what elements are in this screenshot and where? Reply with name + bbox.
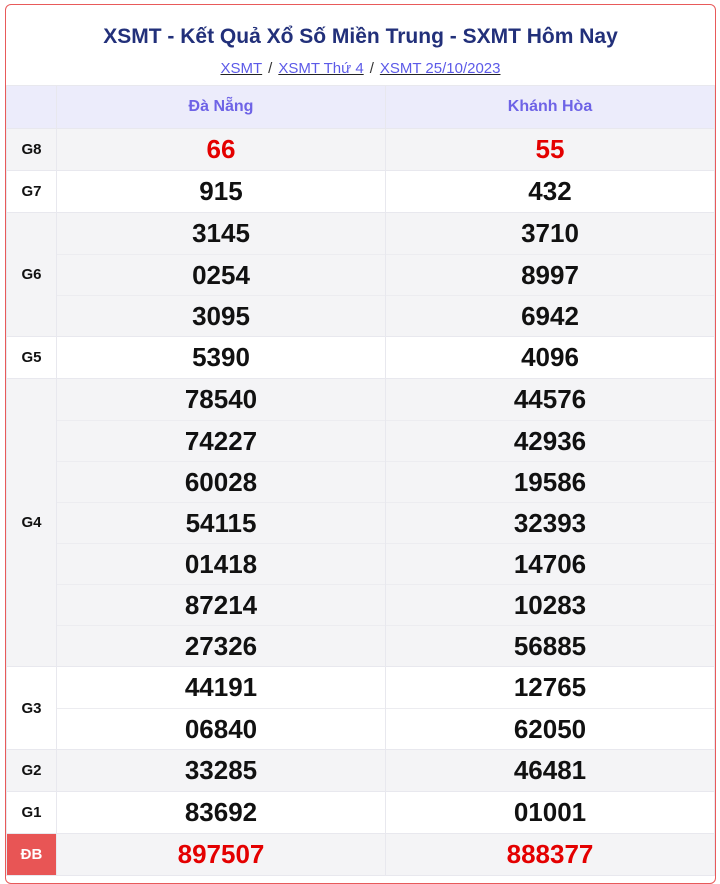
prize-cell: 3145 0254 3095: [56, 212, 386, 337]
lottery-number: 3095: [57, 295, 385, 336]
lottery-number: 83692: [184, 797, 258, 827]
breadcrumb-xsmt[interactable]: XSMT: [220, 60, 263, 77]
prize-row-g3: G3 44191 06840 12765 62050: [6, 666, 715, 750]
prize-row-đb: ĐB 897507 888377: [6, 833, 715, 876]
breadcrumb: XSMT / XSMT Thứ 4 / XSMT 25/10/2023: [6, 60, 715, 77]
lottery-number: 74227: [57, 420, 385, 461]
lottery-number: 06840: [57, 708, 385, 749]
lottery-number: 56885: [386, 625, 714, 666]
prize-cell: 12765 62050: [385, 666, 715, 750]
lottery-number: 10283: [386, 584, 714, 625]
prize-cell: 888377: [385, 833, 715, 876]
results-card: XSMT - Kết Quả Xổ Số Miền Trung - SXMT H…: [5, 4, 716, 884]
prize-row-g5: G5 5390 4096: [6, 336, 715, 379]
prize-row-g8: G8 66 55: [6, 128, 715, 171]
lottery-number: 27326: [57, 625, 385, 666]
prize-cell: 78540 74227 60028 54115 01418 87214 27326: [56, 378, 386, 667]
lottery-number: 60028: [57, 461, 385, 502]
lottery-number: 87214: [57, 584, 385, 625]
province-header-da-nang[interactable]: Đà Nẵng: [56, 85, 386, 129]
prize-label: G6: [6, 212, 57, 337]
breadcrumb-xsmt-thu-4[interactable]: XSMT Thứ 4: [278, 60, 364, 77]
lottery-number: 915: [199, 176, 243, 206]
breadcrumb-xsmt-date[interactable]: XSMT 25/10/2023: [379, 60, 501, 77]
lottery-number: 14706: [386, 543, 714, 584]
prize-cell: 83692: [56, 791, 386, 834]
prize-cell: 33285: [56, 749, 386, 792]
prize-cell: 4096: [385, 336, 715, 379]
lottery-number: 12765: [513, 672, 587, 702]
prize-row-g7: G7 915 432: [6, 170, 715, 213]
lottery-number: 01001: [513, 797, 587, 827]
prize-label: G5: [6, 336, 57, 379]
prize-label: G1: [6, 791, 57, 834]
prize-cell: 897507: [56, 833, 386, 876]
prize-cell: 66: [56, 128, 386, 171]
prize-row-g2: G2 33285 46481: [6, 749, 715, 792]
lottery-number: 54115: [57, 502, 385, 543]
prize-header: [6, 85, 57, 129]
province-header-khanh-hoa[interactable]: Khánh Hòa: [385, 85, 715, 129]
prize-cell: 3710 8997 6942: [385, 212, 715, 337]
prize-label: G7: [6, 170, 57, 213]
lottery-number: 32393: [386, 502, 714, 543]
lottery-number: 46481: [513, 755, 587, 785]
lottery-number: 888377: [506, 839, 594, 869]
prize-row-g4: G4 78540 74227 60028 54115 01418 87214 27326 445…: [6, 378, 715, 667]
lottery-number: 33285: [184, 755, 258, 785]
lottery-number: 01418: [57, 543, 385, 584]
prize-cell: 44191 06840: [56, 666, 386, 750]
lottery-number: 6942: [386, 295, 714, 336]
lottery-number: 62050: [386, 708, 714, 749]
lottery-number: 55: [535, 134, 565, 164]
prize-row-g6: G6 3145 0254 3095 3710 8997 6942: [6, 212, 715, 337]
lottery-number: 3710: [521, 218, 579, 248]
lottery-number: 4096: [521, 342, 579, 372]
results-table: Đà Nẵng Khánh Hòa G8 66 55 G7 915 432 G6 3145 02…: [6, 85, 715, 876]
prize-label: G8: [6, 128, 57, 171]
lottery-number: 42936: [386, 420, 714, 461]
prize-cell: 46481: [385, 749, 715, 792]
prize-cell: 915: [56, 170, 386, 213]
prize-cell: 44576 42936 19586 32393 14706 10283 56885: [385, 378, 715, 667]
lottery-number: 19586: [386, 461, 714, 502]
prize-cell: 432: [385, 170, 715, 213]
lottery-number: 66: [206, 134, 236, 164]
prize-cell: 01001: [385, 791, 715, 834]
prize-label: ĐB: [6, 833, 57, 876]
page-title: XSMT - Kết Quả Xổ Số Miền Trung - SXMT H…: [103, 25, 618, 48]
lottery-number: 78540: [184, 384, 258, 414]
lottery-number: 3145: [192, 218, 250, 248]
prize-row-g1: G1 83692 01001: [6, 791, 715, 834]
lottery-number: 8997: [386, 254, 714, 295]
lottery-number: 897507: [177, 839, 265, 869]
lottery-number: 44576: [513, 384, 587, 414]
lottery-number: 0254: [57, 254, 385, 295]
breadcrumb-separator: /: [268, 60, 273, 77]
prize-cell: 55: [385, 128, 715, 171]
prize-label: G2: [6, 749, 57, 792]
lottery-number: 432: [528, 176, 572, 206]
lottery-number: 5390: [192, 342, 250, 372]
prize-cell: 5390: [56, 336, 386, 379]
breadcrumb-separator: /: [369, 60, 374, 77]
prize-label: G4: [6, 378, 57, 667]
prize-label: G3: [6, 666, 57, 750]
lottery-number: 44191: [184, 672, 258, 702]
